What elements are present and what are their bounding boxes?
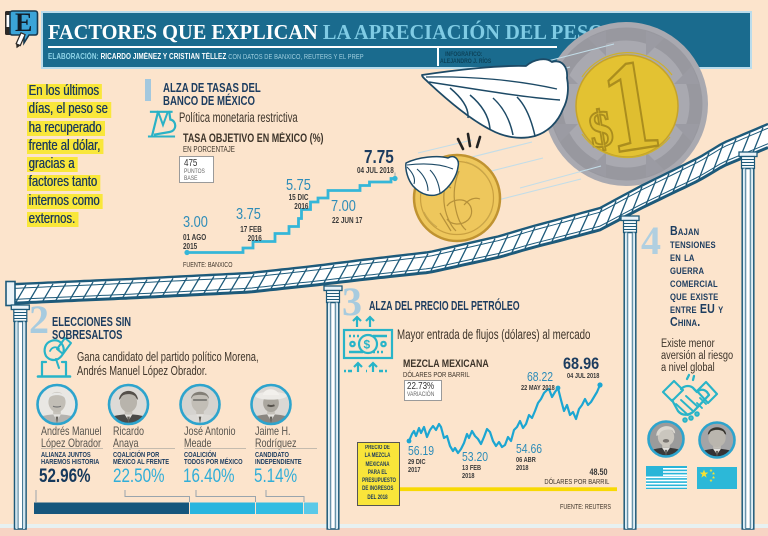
svg-text:E: E bbox=[15, 8, 32, 37]
svg-text:$: $ bbox=[364, 338, 371, 352]
